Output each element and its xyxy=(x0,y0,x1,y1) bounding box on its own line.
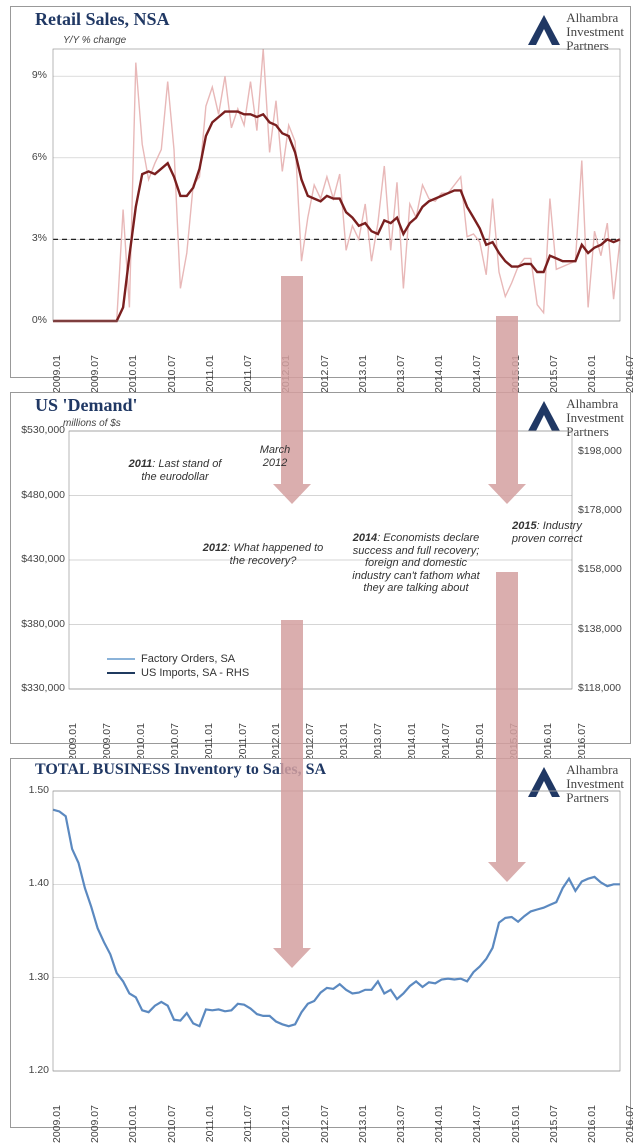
flow-arrow xyxy=(488,572,526,887)
annotation: March 2012 xyxy=(250,444,300,469)
x-tick: 2015.07 xyxy=(548,355,560,397)
y-tick-left: $430,000 xyxy=(15,553,65,565)
x-tick: 2011.01 xyxy=(204,1105,216,1147)
x-tick: 2009.01 xyxy=(51,1105,63,1147)
x-tick: 2016.07 xyxy=(624,1105,636,1147)
us-demand-legend: Factory Orders, SA US Imports, SA - RHS xyxy=(107,653,249,681)
panel1-subtitle: Y/Y % change xyxy=(63,35,126,46)
y-tick-left: $330,000 xyxy=(15,682,65,694)
y-tick: 6% xyxy=(17,151,47,163)
y-tick-left: $480,000 xyxy=(15,489,65,501)
x-tick: 2014.07 xyxy=(471,355,483,397)
y-tick-right: $118,000 xyxy=(578,682,621,694)
y-tick: 1.30 xyxy=(17,971,49,983)
y-tick-right: $158,000 xyxy=(578,563,622,575)
y-tick-left: $530,000 xyxy=(15,424,65,436)
x-tick: 2011.07 xyxy=(242,1105,254,1147)
x-tick: 2014.01 xyxy=(433,355,445,397)
x-tick: 2011.07 xyxy=(242,355,254,397)
y-tick-right: $178,000 xyxy=(578,504,622,516)
x-tick: 2010.07 xyxy=(166,355,178,397)
alhambra-logo-icon xyxy=(526,397,562,433)
y-tick-right: $138,000 xyxy=(578,623,622,635)
x-tick: 2014.07 xyxy=(471,1105,483,1147)
y-tick: 9% xyxy=(17,69,47,81)
x-tick: 2016.01 xyxy=(586,1105,598,1147)
y-tick: 1.40 xyxy=(17,877,49,889)
annotation: 2012: What happened to the recovery? xyxy=(198,542,328,567)
flow-arrow xyxy=(488,316,526,509)
us-demand-panel: US 'Demand' millions of $s AlhambraInves… xyxy=(10,392,631,744)
legend-item: US Imports, SA - RHS xyxy=(107,667,249,679)
x-tick: 2012.07 xyxy=(319,1105,331,1147)
x-tick: 2011.01 xyxy=(204,355,216,397)
x-tick: 2015.07 xyxy=(548,1105,560,1147)
x-tick: 2013.07 xyxy=(395,355,407,397)
x-tick: 2015.01 xyxy=(510,1105,522,1147)
x-tick: 2014.01 xyxy=(433,1105,445,1147)
x-tick: 2016.07 xyxy=(624,355,636,397)
y-tick-left: $380,000 xyxy=(15,618,65,630)
retail-sales-panel: Retail Sales, NSA Y/Y % change AlhambraI… xyxy=(10,6,631,378)
x-tick: 2010.01 xyxy=(127,355,139,397)
inventory-plot: 1.201.301.401.502009.012009.072010.01201… xyxy=(53,791,620,1071)
x-tick: 2013.01 xyxy=(357,355,369,397)
x-tick: 2009.07 xyxy=(89,355,101,397)
y-tick-right: $198,000 xyxy=(578,445,622,457)
flow-arrow xyxy=(273,620,311,973)
inventory-panel: TOTAL BUSINESS Inventory to Sales, SA Al… xyxy=(10,758,631,1128)
brand-text: AlhambraInvestmentPartners xyxy=(566,11,624,53)
panel1-title: Retail Sales, NSA xyxy=(35,9,170,30)
brand-logo: AlhambraInvestmentPartners xyxy=(526,11,624,53)
annotation: 2015: Industry proven correct xyxy=(500,520,594,545)
panel2-title: US 'Demand' xyxy=(35,395,138,416)
brand-text: AlhambraInvestmentPartners xyxy=(566,397,624,439)
y-tick: 1.50 xyxy=(17,784,49,796)
x-tick: 2010.01 xyxy=(127,1105,139,1147)
flow-arrow xyxy=(273,276,311,509)
annotation: 2014: Economists declare success and ful… xyxy=(346,532,486,595)
y-tick: 0% xyxy=(17,314,47,326)
x-tick: 2012.07 xyxy=(319,355,331,397)
x-tick: 2009.07 xyxy=(89,1105,101,1147)
annotation: 2011: Last stand of the eurodollar xyxy=(120,458,230,483)
y-tick: 1.20 xyxy=(17,1064,49,1076)
x-tick: 2009.01 xyxy=(51,355,63,397)
x-tick: 2010.07 xyxy=(166,1105,178,1147)
x-tick: 2013.07 xyxy=(395,1105,407,1147)
y-tick: 3% xyxy=(17,232,47,244)
legend-label: US Imports, SA - RHS xyxy=(141,667,249,679)
x-tick: 2013.01 xyxy=(357,1105,369,1147)
retail-sales-plot: 0%3%6%9%2009.012009.072010.012010.072011… xyxy=(53,49,620,321)
panel2-subtitle: millions of $s xyxy=(63,418,121,429)
x-tick: 2016.01 xyxy=(586,355,598,397)
legend-item: Factory Orders, SA xyxy=(107,653,249,665)
alhambra-logo-icon xyxy=(526,11,562,47)
legend-label: Factory Orders, SA xyxy=(141,653,235,665)
x-tick: 2012.01 xyxy=(280,1105,292,1147)
page: Retail Sales, NSA Y/Y % change AlhambraI… xyxy=(0,0,641,1140)
